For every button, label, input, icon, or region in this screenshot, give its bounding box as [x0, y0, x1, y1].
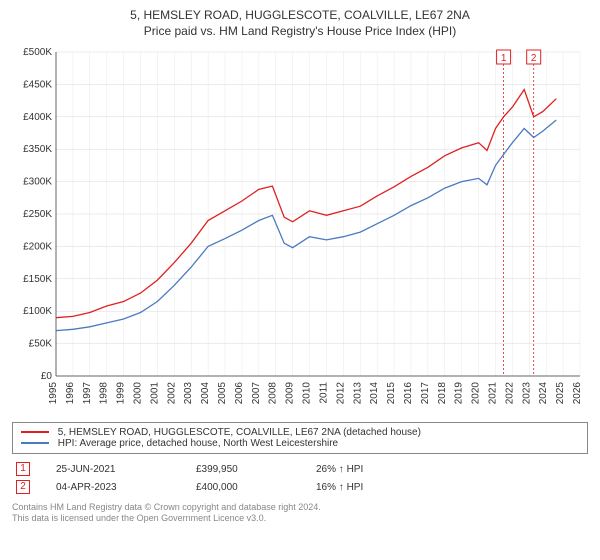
svg-text:2003: 2003 — [183, 382, 194, 405]
svg-text:£350K: £350K — [23, 144, 52, 155]
svg-text:2018: 2018 — [437, 382, 448, 405]
record-price: £399,950 — [192, 460, 312, 478]
legend-label: HPI: Average price, detached house, Nort… — [58, 438, 338, 449]
svg-text:2012: 2012 — [335, 382, 346, 405]
svg-text:2000: 2000 — [133, 382, 144, 405]
svg-text:2021: 2021 — [487, 382, 498, 405]
record-date: 25-JUN-2021 — [52, 460, 192, 478]
svg-text:£250K: £250K — [23, 209, 52, 220]
record-row: 1 25-JUN-2021 £399,950 26% ↑ HPI — [12, 460, 588, 478]
legend-item: HPI: Average price, detached house, Nort… — [21, 438, 579, 449]
svg-text:1995: 1995 — [48, 382, 59, 405]
svg-text:2005: 2005 — [217, 382, 228, 405]
svg-text:2010: 2010 — [302, 382, 313, 405]
svg-text:2026: 2026 — [572, 382, 583, 405]
svg-text:£0: £0 — [41, 371, 53, 382]
footer-line: This data is licensed under the Open Gov… — [12, 513, 588, 524]
transaction-records: 1 25-JUN-2021 £399,950 26% ↑ HPI 2 04-AP… — [12, 460, 588, 496]
svg-text:2011: 2011 — [318, 382, 329, 404]
svg-text:1998: 1998 — [99, 382, 110, 405]
svg-text:2016: 2016 — [403, 382, 414, 405]
svg-text:2023: 2023 — [521, 382, 532, 405]
svg-text:2009: 2009 — [285, 382, 296, 405]
record-date: 04-APR-2023 — [52, 478, 192, 496]
record-row: 2 04-APR-2023 £400,000 16% ↑ HPI — [12, 478, 588, 496]
svg-text:£50K: £50K — [29, 339, 53, 350]
page-title: 5, HEMSLEY ROAD, HUGGLESCOTE, COALVILLE,… — [12, 8, 588, 22]
record-price: £400,000 — [192, 478, 312, 496]
svg-text:£200K: £200K — [23, 241, 52, 252]
svg-text:2017: 2017 — [420, 382, 431, 405]
svg-text:2: 2 — [531, 53, 537, 64]
legend: 5, HEMSLEY ROAD, HUGGLESCOTE, COALVILLE,… — [12, 422, 588, 454]
svg-text:£300K: £300K — [23, 177, 52, 188]
record-delta: 26% ↑ HPI — [312, 460, 588, 478]
svg-text:2015: 2015 — [386, 382, 397, 405]
svg-text:2014: 2014 — [369, 382, 380, 405]
svg-text:2002: 2002 — [166, 382, 177, 405]
svg-text:£500K: £500K — [23, 47, 52, 58]
record-delta: 16% ↑ HPI — [312, 478, 588, 496]
legend-item: 5, HEMSLEY ROAD, HUGGLESCOTE, COALVILLE,… — [21, 427, 579, 438]
legend-label: 5, HEMSLEY ROAD, HUGGLESCOTE, COALVILLE,… — [58, 427, 421, 438]
page-subtitle: Price paid vs. HM Land Registry's House … — [12, 24, 588, 38]
svg-text:2025: 2025 — [555, 382, 566, 405]
svg-text:2008: 2008 — [268, 382, 279, 405]
svg-text:1: 1 — [501, 53, 507, 64]
svg-text:2004: 2004 — [200, 382, 211, 405]
footer-line: Contains HM Land Registry data © Crown c… — [12, 502, 588, 513]
svg-text:2020: 2020 — [471, 382, 482, 405]
svg-text:1999: 1999 — [116, 382, 127, 405]
svg-text:£450K: £450K — [23, 79, 52, 90]
svg-text:£100K: £100K — [23, 306, 52, 317]
svg-text:2001: 2001 — [149, 382, 160, 405]
svg-text:2006: 2006 — [234, 382, 245, 405]
svg-text:2007: 2007 — [251, 382, 262, 405]
svg-text:2013: 2013 — [352, 382, 363, 405]
svg-text:£400K: £400K — [23, 112, 52, 123]
svg-text:2022: 2022 — [504, 382, 515, 405]
svg-text:£150K: £150K — [23, 274, 52, 285]
footer: Contains HM Land Registry data © Crown c… — [12, 502, 588, 524]
price-chart: £0 £50K £100K £150K £200K £250K £300K £350K £400… — [12, 46, 588, 416]
svg-text:1996: 1996 — [65, 382, 76, 405]
svg-text:2019: 2019 — [454, 382, 465, 405]
svg-text:2024: 2024 — [538, 382, 549, 405]
svg-text:1997: 1997 — [82, 382, 93, 405]
